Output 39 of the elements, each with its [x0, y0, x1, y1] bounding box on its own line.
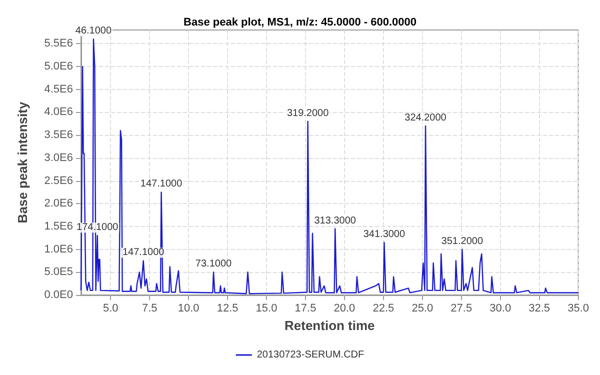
x-axis-title: Retention time: [284, 318, 375, 333]
legend-label: 20130723-SERUM.CDF: [256, 350, 364, 360]
y-tick-label: 4.0E6: [44, 106, 73, 118]
annotation: 313.3000: [314, 215, 356, 226]
x-tick-label: 12.5: [216, 302, 238, 314]
y-tick-label: 2.5E6: [44, 174, 73, 187]
x-tick-label: 10.0: [178, 302, 200, 314]
x-tick-label: 17.5: [294, 302, 316, 314]
y-tick-label: 3.0E6: [44, 152, 73, 164]
x-tick-label: 22.5: [372, 302, 394, 314]
y-tick-label: 5.0E5: [44, 266, 73, 278]
annotation: 174.1000: [76, 222, 119, 234]
y-tick-label: 3.5E6: [44, 129, 73, 142]
x-tick-label: 32.5: [528, 302, 550, 314]
x-tick-label: 35.0: [568, 302, 590, 314]
y-tick-label: 5.5E6: [44, 38, 73, 50]
y-tick-label: 2.0E6: [44, 198, 73, 210]
x-tick-label: 25.0: [412, 302, 434, 314]
x-tick-label: 20.0: [334, 302, 356, 314]
y-tick-label: 0.0E0: [44, 289, 73, 301]
x-tick-label: 27.5: [450, 302, 472, 314]
x-tick-label: 5.0: [102, 302, 118, 314]
y-tick-label: 1.0E6: [44, 243, 73, 256]
x-tick-label: 15.0: [256, 302, 278, 314]
y-tick-label: 1.5E6: [44, 220, 73, 232]
annotation: 319.2000: [286, 108, 330, 119]
y-tick-label: 5.0E6: [44, 60, 73, 73]
annotation: 341.3000: [363, 228, 406, 240]
x-tick-label: 7.5: [142, 302, 158, 314]
y-axis-title: Base peak intensity: [15, 101, 30, 224]
annotation: 73.1000: [195, 258, 232, 270]
annotation: 324.2000: [404, 112, 447, 124]
chart-title: Base peak plot, MS1, m/z: 45.0000 - 600.0000: [184, 16, 416, 28]
y-tick-label: 4.5E6: [44, 83, 73, 96]
annotation: 147.1000: [122, 247, 165, 258]
annotation: 147.1000: [140, 178, 183, 190]
annotation: 46.1000: [75, 26, 112, 37]
annotation: 351.2000: [441, 236, 484, 247]
x-tick-label: 30.0: [490, 302, 512, 314]
